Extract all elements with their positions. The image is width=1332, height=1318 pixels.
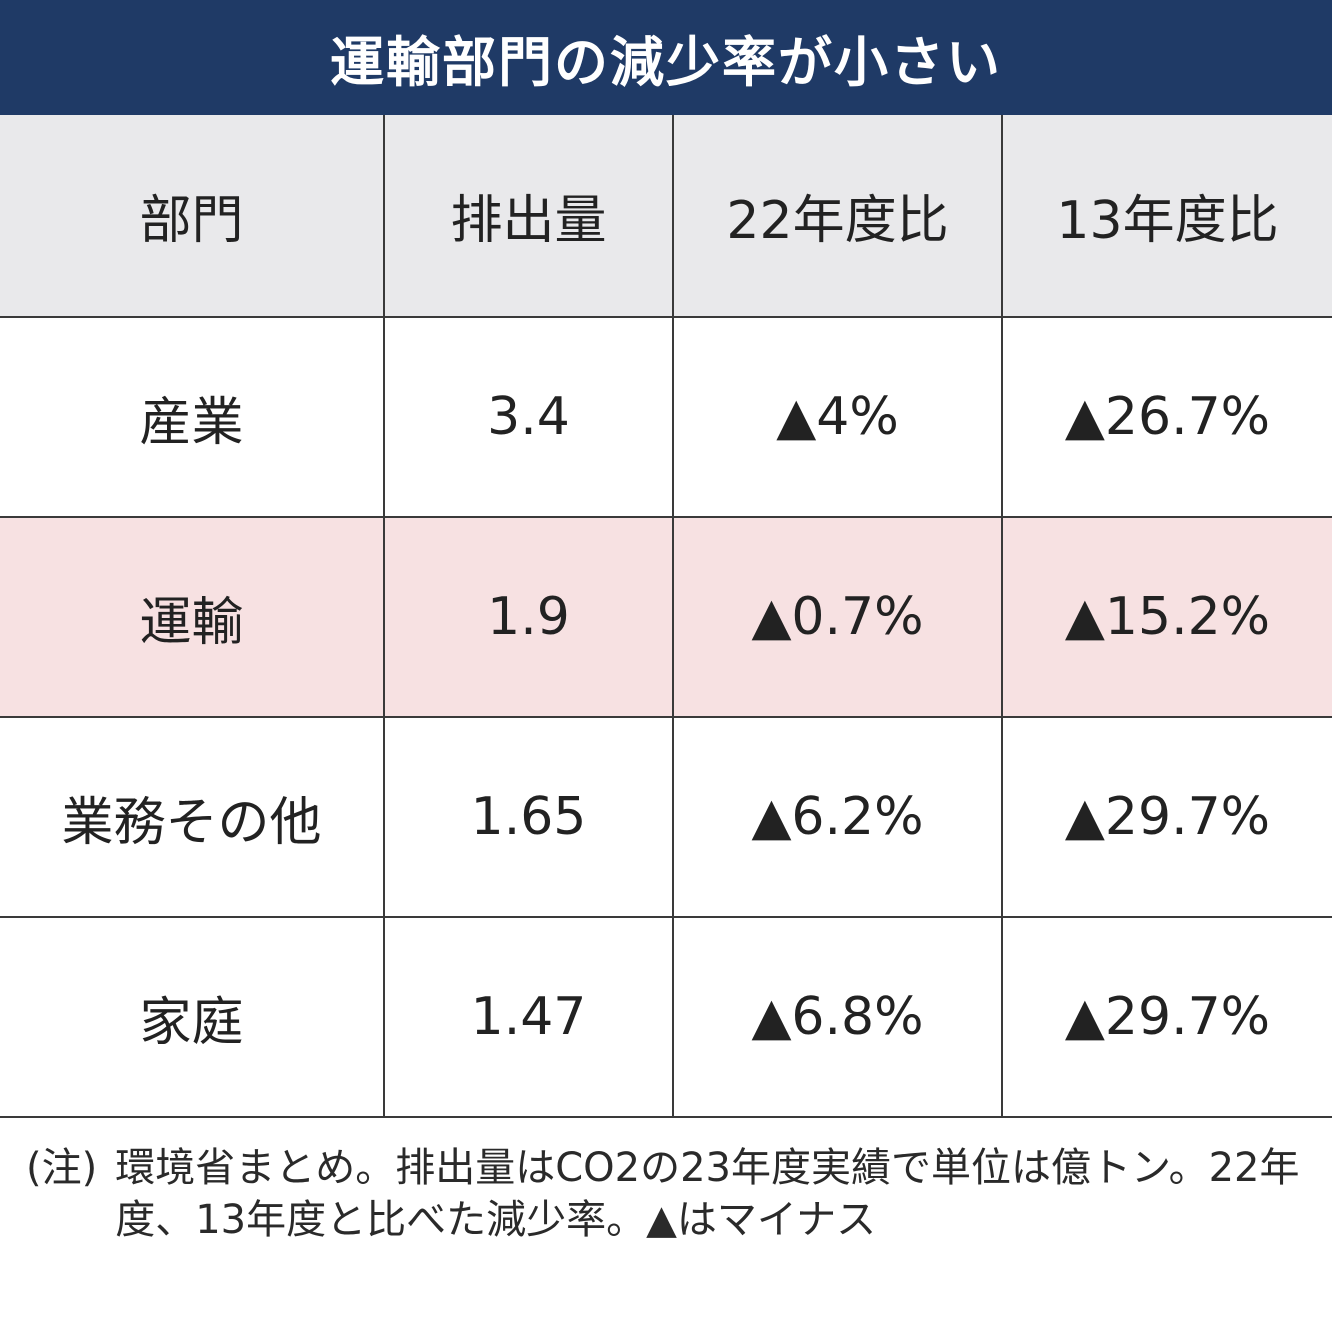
- header-vs-fy13: 13年度比: [1001, 115, 1332, 318]
- sector-cell: 業務その他: [0, 716, 385, 918]
- vs-fy13-cell: ▲29.7%: [1001, 716, 1332, 918]
- sector-cell: 産業: [0, 316, 385, 518]
- header-sector: 部門: [0, 115, 385, 318]
- table-row: 家庭 1.47 ▲6.8% ▲29.7%: [0, 916, 1332, 1118]
- footnote-mark: (注): [26, 1145, 98, 1191]
- vs-fy22-cell: ▲0.7%: [672, 516, 1003, 718]
- vs-fy22-cell: ▲6.8%: [672, 916, 1003, 1118]
- vs-fy22-cell: ▲4%: [672, 316, 1003, 518]
- vs-fy13-cell: ▲15.2%: [1001, 516, 1332, 718]
- table-row-highlighted: 運輸 1.9 ▲0.7% ▲15.2%: [0, 516, 1332, 718]
- header-row: 部門 排出量 22年度比 13年度比: [0, 115, 1332, 318]
- vs-fy13-cell: ▲26.7%: [1001, 316, 1332, 518]
- emissions-table: 部門 排出量 22年度比 13年度比 産業 3.4 ▲4% ▲26.7% 運輸 …: [0, 115, 1332, 1118]
- table-title: 運輸部門の減少率が小さい: [0, 0, 1332, 115]
- emissions-cell: 1.65: [383, 716, 674, 918]
- emissions-cell: 1.9: [383, 516, 674, 718]
- table-row: 業務その他 1.65 ▲6.2% ▲29.7%: [0, 716, 1332, 918]
- sector-cell: 運輸: [0, 516, 385, 718]
- footnote-text: 環境省まとめ。排出量はCO2の23年度実績で単位は億トン。22年度、13年度と比…: [115, 1145, 1300, 1243]
- emissions-cell: 1.47: [383, 916, 674, 1118]
- header-vs-fy22: 22年度比: [672, 115, 1003, 318]
- emissions-cell: 3.4: [383, 316, 674, 518]
- sector-cell: 家庭: [0, 916, 385, 1118]
- header-emissions: 排出量: [383, 115, 674, 318]
- vs-fy22-cell: ▲6.2%: [672, 716, 1003, 918]
- table-row: 産業 3.4 ▲4% ▲26.7%: [0, 316, 1332, 518]
- footnote: (注) 環境省まとめ。排出量はCO2の23年度実績で単位は億トン。22年度、13…: [0, 1118, 1332, 1246]
- vs-fy13-cell: ▲29.7%: [1001, 916, 1332, 1118]
